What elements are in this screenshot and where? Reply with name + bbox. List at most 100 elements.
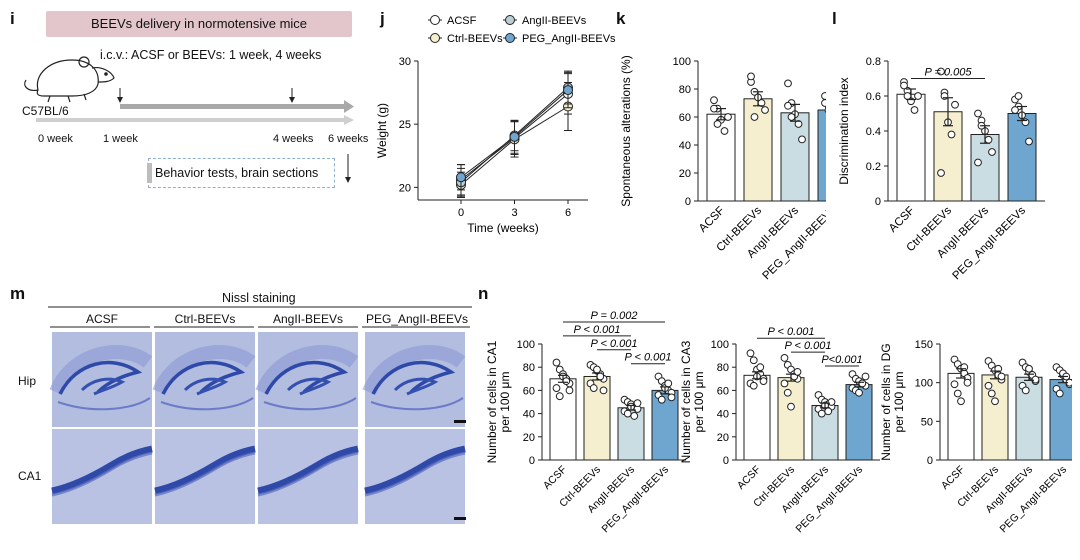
y-tick-label: 0: [875, 196, 881, 208]
significance-label: P<0.001: [821, 354, 862, 366]
series-point-PEG_AngII-BEEVs: [563, 85, 573, 96]
data-point: [623, 409, 632, 418]
injection-label: i.c.v.: ACSF or BEEVs: 1 week, 4 weeks: [100, 48, 322, 62]
x-axis-label: Time (weeks): [467, 221, 539, 235]
strain-label: C57BL/6: [22, 104, 69, 118]
data-point: [987, 389, 996, 398]
data-point: [824, 107, 826, 113]
bar-ACSF: [743, 374, 771, 461]
bar-ACSF: [706, 113, 736, 202]
y-axis-label: Number of cells in DG: [879, 343, 893, 460]
y-tick-label: 100: [711, 339, 729, 351]
hip-image-peg: [365, 332, 465, 427]
y-tick-label: 40: [717, 409, 729, 421]
data-point: [858, 379, 867, 388]
y-axis-label: per 100 μm: [892, 372, 906, 433]
data-point: [1025, 137, 1033, 146]
panel-label-l: l: [832, 9, 837, 28]
x-tick-label: PEG_AngII-BEEVs: [950, 204, 1028, 282]
scale-bar-ca1: [454, 517, 466, 520]
ca1-image-peg: [365, 429, 465, 524]
panel-label-m: m: [10, 284, 26, 303]
condition-acsf: ACSF: [85, 312, 118, 326]
data-point: [784, 101, 792, 110]
data-point: [957, 397, 965, 406]
series-point-PEG_AngII-BEEVs: [456, 172, 466, 183]
chart-ca3-cells: 0 20 40 60 80 100 Number of cells in CA3 per 10…: [680, 326, 880, 536]
y-tick-label: 80: [523, 362, 535, 374]
data-point: [746, 349, 755, 358]
x-tick-label: ACSF: [735, 464, 763, 492]
data-point: [1021, 386, 1030, 395]
data-point: [761, 106, 769, 114]
significance-label: P < 0.001: [574, 324, 621, 336]
y-tick-label: 0: [529, 455, 535, 467]
data-point: [855, 388, 863, 397]
y-tick-label: 20: [523, 432, 535, 444]
nissl-images: [50, 330, 472, 526]
y-tick-label: 40: [679, 140, 691, 152]
data-point: [903, 92, 912, 100]
y-tick-label: 20: [717, 432, 729, 444]
data-point: [750, 113, 759, 121]
panel-label-n: n: [478, 284, 489, 303]
data-point: [1031, 375, 1040, 384]
y-tick-label: 0.8: [866, 56, 881, 68]
y-tick-label: 80: [717, 362, 729, 374]
bar-Ctrl-BEEVs: [981, 374, 1009, 461]
data-point: [759, 377, 768, 386]
data-point: [817, 409, 826, 418]
legend-label: Ctrl-BEEVs: [447, 33, 503, 45]
data-point: [1021, 118, 1030, 127]
y-tick-label: 0: [927, 455, 933, 467]
legend-marker-AngII-BEEVs: [505, 15, 515, 25]
significance-label: P = 0.005: [925, 67, 973, 79]
data-point: [657, 395, 666, 404]
legend-marker-ACSF: [430, 15, 440, 25]
data-point: [960, 363, 969, 372]
legend-marker-PEG_AngII-BEEVs: [505, 33, 515, 43]
x-tick-label: ACSF: [939, 464, 967, 492]
y-tick-label: 30: [399, 56, 411, 68]
scale-bar-hip: [454, 420, 466, 423]
data-point: [552, 358, 561, 367]
x-tick-label: PEG_AngII-BEEVs: [793, 464, 865, 536]
significance-label: P = 0.002: [591, 310, 638, 322]
y-tick-label: 20: [679, 168, 691, 180]
delivery-banner-text: BEEVs delivery in normotensive mice: [90, 16, 308, 31]
bar-PEG_AngII-BEEVs: [845, 384, 873, 461]
data-point: [900, 81, 908, 90]
data-point: [787, 113, 796, 121]
data-point: [555, 392, 564, 401]
timepoint-1: 1 week: [103, 133, 138, 145]
x-tick-label: PEG_AngII-BEEVs: [599, 464, 671, 536]
data-point: [780, 379, 789, 388]
x-tick-label: ACSF: [697, 205, 727, 235]
timepoint-0: 0 week: [38, 133, 73, 145]
y-tick-label: 0: [723, 455, 729, 467]
ca1-image-ctrl: [155, 429, 255, 524]
x-tick-label: PEG_AngII-BEEVs: [997, 464, 1069, 536]
y-axis-label: Discrimination index: [837, 77, 851, 184]
y-tick-label: 0.6: [866, 91, 881, 103]
chart-weight: 20 25 30 0 3 6 Weight (g) Time (weeks) ACSF Ctrl-…: [375, 15, 616, 235]
bar-AngII-BEEVs: [970, 134, 1000, 202]
data-point: [953, 389, 962, 398]
data-point: [910, 106, 919, 114]
significance-label: P < 0.001: [785, 340, 832, 352]
y-tick-label: 100: [673, 56, 691, 68]
data-point: [963, 378, 972, 387]
significance-label: P < 0.001: [625, 352, 672, 364]
data-point: [787, 402, 795, 411]
data-point: [950, 380, 959, 389]
condition-ctrl: Ctrl-BEEVs: [174, 312, 236, 326]
y-tick-label: 80: [679, 84, 691, 96]
data-point: [940, 92, 949, 100]
delivery-banner: BEEVs delivery in normotensive mice: [46, 11, 352, 37]
y-tick-label: 60: [717, 385, 729, 397]
data-point: [630, 412, 639, 420]
panel-label-k: k: [616, 9, 626, 28]
y-axis-label: per 100 μm: [498, 372, 512, 433]
legend-marker-Ctrl-BEEVs: [430, 33, 440, 43]
